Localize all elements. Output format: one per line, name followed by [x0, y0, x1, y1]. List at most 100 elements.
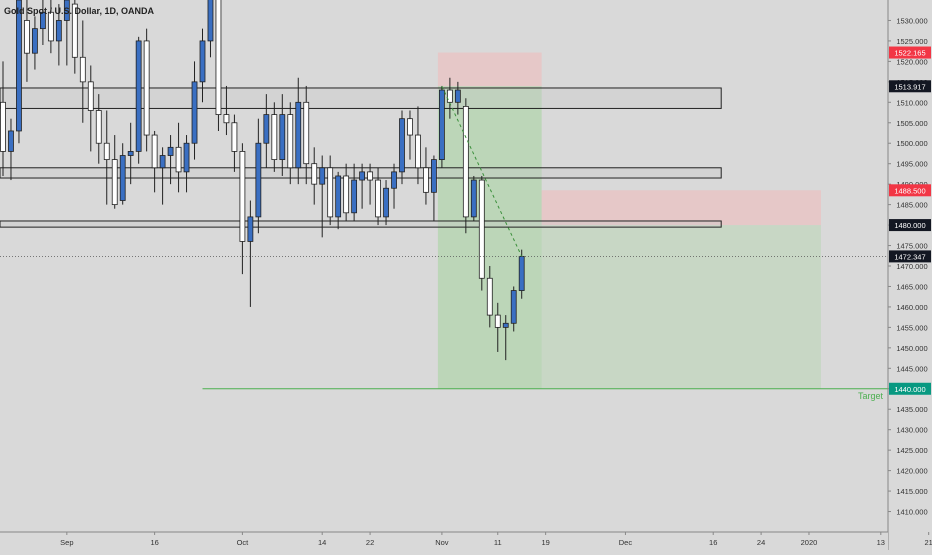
candle-body	[231, 122, 238, 152]
trend-line	[441, 86, 523, 257]
candles-layer	[0, 0, 525, 361]
candle-body	[183, 142, 190, 173]
price-label-text: 1440.000	[894, 385, 925, 394]
candle-body	[327, 167, 334, 218]
candle-body	[454, 89, 461, 103]
candle-body	[71, 3, 78, 58]
candle-body	[263, 114, 270, 144]
candle-body	[223, 114, 230, 124]
candle-body	[111, 159, 118, 206]
candle-body	[79, 56, 86, 83]
candle-body	[510, 290, 517, 324]
candle-body	[399, 118, 405, 173]
candle-body	[239, 151, 246, 242]
price-label-badge	[889, 46, 931, 59]
candle-body	[63, 0, 70, 21]
candle-body	[47, 11, 54, 42]
time-tick-label: 11	[494, 538, 502, 547]
candle-body	[103, 142, 110, 161]
candle-body	[518, 255, 525, 291]
price-tick-label: 1530.000	[896, 16, 927, 25]
candle-body	[167, 146, 174, 156]
candle-body	[55, 20, 62, 42]
candle-body	[303, 101, 310, 165]
price-label-badge	[889, 219, 931, 232]
candle-body	[383, 187, 389, 218]
time-tick-label: Nov	[435, 538, 449, 547]
candle-body	[159, 155, 166, 169]
price-tick-label: 1420.000	[896, 467, 927, 476]
candle-body	[494, 314, 501, 328]
time-axis: Sep 16 Oct 14 22 Nov 11 19 Dec 16 24 2020 13 21	[0, 531, 932, 550]
candle-body	[431, 159, 437, 193]
candle-body	[423, 167, 429, 193]
time-tick-label: 13	[877, 538, 885, 547]
price-label-badge	[889, 250, 931, 263]
candle-body	[279, 114, 286, 161]
candle-body	[40, 11, 46, 30]
candle-body	[143, 40, 150, 136]
price-tick-label: 1460.000	[896, 303, 927, 312]
candle-body	[375, 179, 381, 218]
price-tick-label: 1435.000	[896, 405, 927, 414]
time-tick-label: 2020	[801, 538, 818, 547]
price-tick-label: 1445.000	[896, 364, 927, 373]
time-tick-label: Oct	[237, 538, 250, 547]
price-tick-label: 1500.000	[896, 139, 927, 148]
candle-body	[8, 130, 14, 152]
candle-body	[207, 0, 214, 42]
price-label-badge	[889, 80, 931, 93]
price-tick-label: 1485.000	[896, 201, 927, 210]
position-target-zone	[541, 225, 821, 389]
target-label: Target	[858, 391, 884, 401]
candle-body	[351, 179, 358, 214]
price-tick-label: 1475.000	[896, 242, 927, 251]
candle-body	[247, 216, 254, 242]
price-tick-label: 1495.000	[896, 160, 927, 169]
price-label-text: 1513.917	[894, 82, 925, 91]
price-label-text: 1472.347	[894, 252, 925, 261]
time-tick-label: Dec	[619, 538, 633, 547]
candle-body	[119, 155, 126, 201]
time-tick-label: 24	[757, 538, 765, 547]
candle-body	[199, 40, 206, 83]
price-tick-label: 1425.000	[896, 446, 927, 455]
candle-body	[87, 81, 94, 111]
candle-body	[127, 151, 134, 156]
time-tick-label: Sep	[60, 538, 73, 547]
price-tick-label: 1450.000	[896, 344, 927, 353]
price-label-badge	[889, 184, 931, 197]
candle-body	[311, 163, 318, 185]
candle-body	[359, 171, 366, 181]
price-tick-label: 1455.000	[896, 323, 927, 332]
price-label-text: 1488.500	[894, 186, 925, 195]
price-axis: 1410.000 1415.000 1420.000 1425.000 1430.000…	[887, 0, 932, 550]
candle-body	[215, 0, 222, 115]
candle-body	[335, 175, 342, 218]
price-tick-label: 1520.000	[896, 57, 927, 66]
time-axis-background	[0, 532, 888, 550]
candle-body	[287, 114, 294, 169]
candle-body	[415, 134, 421, 169]
time-tick-label: 21	[925, 538, 932, 547]
price-tick-label: 1415.000	[896, 487, 927, 496]
candle-body	[502, 322, 509, 328]
chart-title: Gold Spot / U.S. Dollar, 1D, OANDA	[4, 6, 155, 16]
candle-body	[271, 114, 278, 161]
candle-body	[16, 0, 22, 132]
time-tick-label: 16	[709, 538, 717, 547]
position-zones-layer	[437, 52, 821, 389]
candle-body	[343, 175, 350, 214]
price-tick-label: 1430.000	[896, 426, 927, 435]
price-tick-label: 1470.000	[896, 262, 927, 271]
price-label-badge	[889, 382, 931, 395]
position-stop-zone	[541, 190, 821, 226]
sr-zone-box	[0, 220, 722, 228]
candle-body	[295, 101, 302, 169]
price-tick-label: 1525.000	[896, 37, 927, 46]
candle-body	[191, 81, 198, 144]
sr-zone-box	[0, 87, 722, 109]
price-tick-label: 1505.000	[896, 119, 927, 128]
